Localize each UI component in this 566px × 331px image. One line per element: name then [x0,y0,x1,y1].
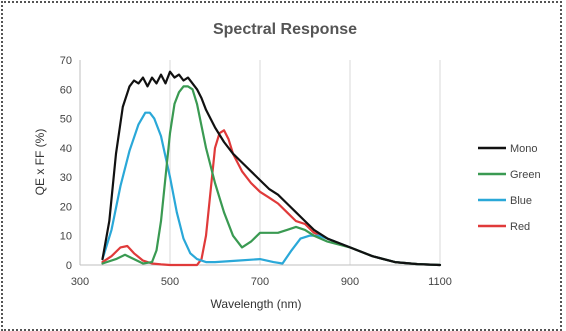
spectral-response-chart: Spectral Response 0 10 20 30 40 50 60 70 300 500… [33,21,541,311]
x-axis-label: Wavelength (nm) [211,297,302,311]
series-line-mono [101,70,442,267]
y-tick-label: 0 [66,260,72,272]
y-tick-label: 20 [60,201,72,213]
axes [79,60,440,266]
y-tick-label: 30 [60,172,72,184]
series-line-blue [101,111,442,267]
y-tick-label: 10 [60,231,72,243]
x-tick-label: 700 [251,276,269,288]
series-line-green [101,85,442,267]
chart-title: Spectral Response [213,21,357,38]
y-axis-label: QE x FF (%) [33,129,47,196]
legend-label-mono: Mono [510,143,538,155]
legend-label-blue: Blue [510,195,532,207]
y-tick-label: 70 [60,55,72,67]
x-tick-label: 300 [71,276,89,288]
series-line-red [101,129,442,267]
x-tick-label: 500 [161,276,179,288]
y-tick-label: 50 [60,114,72,126]
x-tick-labels: 300 500 700 900 1100 [71,276,452,288]
y-tick-label: 60 [60,84,72,96]
y-tick-label: 40 [60,143,72,155]
grid-lines [169,60,441,265]
y-tick-labels: 0 10 20 30 40 50 60 70 [60,55,72,272]
series-lines [101,70,442,267]
x-tick-label: 1100 [428,276,452,288]
legend: Mono Green Blue Red [478,143,541,233]
x-tick-label: 900 [341,276,359,288]
legend-label-green: Green [510,169,541,181]
legend-label-red: Red [510,221,530,233]
